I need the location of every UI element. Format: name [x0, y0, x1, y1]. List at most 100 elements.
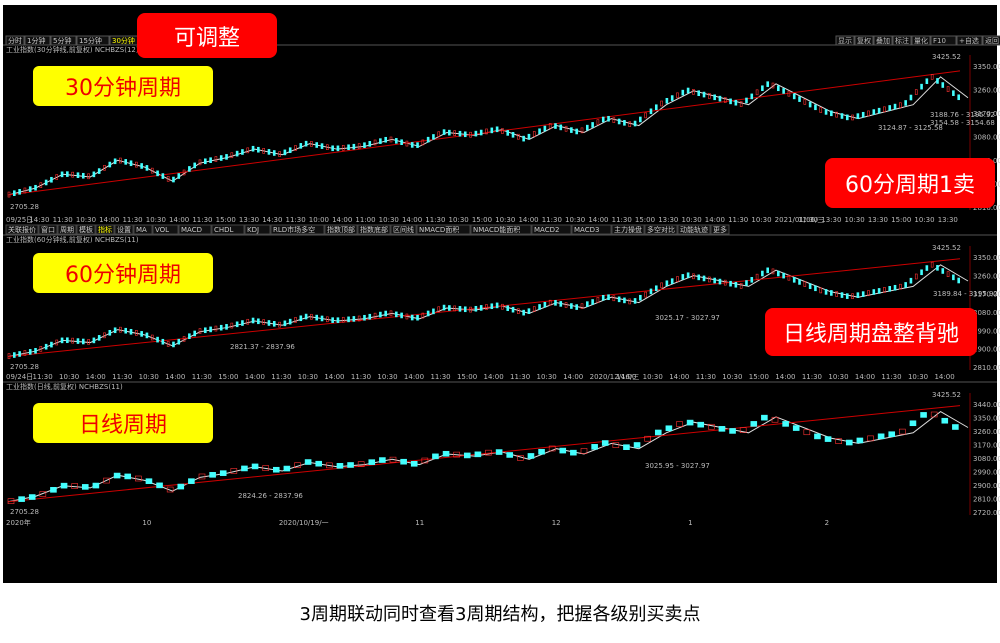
indicator-tab[interactable]: [611, 224, 645, 235]
indicator-tab[interactable]: [211, 224, 245, 235]
indicator-text[interactable]: MACD: [181, 226, 202, 234]
indicator-tab[interactable]: [95, 224, 115, 235]
indicator-tab[interactable]: [178, 224, 212, 235]
candle: [649, 288, 653, 295]
toolbar-text[interactable]: 返回: [985, 37, 999, 45]
candle: [416, 314, 419, 321]
candle: [140, 331, 143, 337]
indicator-text[interactable]: 更多: [713, 225, 727, 234]
candle: [135, 330, 138, 336]
period-text[interactable]: 30分钟: [112, 36, 135, 45]
candle: [347, 144, 350, 151]
indicator-tab[interactable]: [38, 224, 58, 235]
candle: [373, 312, 377, 319]
indicator-text[interactable]: VOL: [155, 226, 169, 234]
candle: [474, 305, 478, 312]
toolbar-text[interactable]: 标注: [895, 36, 909, 45]
indicator-tab[interactable]: [324, 224, 358, 235]
time-label: 11:30: [802, 373, 822, 381]
candle: [798, 96, 801, 102]
indicator-tab[interactable]: [133, 224, 153, 235]
candle: [750, 421, 758, 427]
indicator-text[interactable]: 关联报价: [8, 225, 36, 234]
channel-line: [7, 405, 961, 503]
candle: [182, 169, 186, 176]
candle: [145, 332, 149, 339]
indicator-text[interactable]: NMACD能面积: [473, 225, 520, 234]
indicator-tab[interactable]: [677, 224, 711, 235]
indicator-tab[interactable]: [531, 224, 572, 235]
candle: [463, 306, 467, 313]
indicator-tab[interactable]: [644, 224, 678, 235]
candle: [150, 167, 154, 174]
indicator-text[interactable]: 动能轨迹: [680, 225, 708, 234]
indicator-text[interactable]: MACD2: [534, 226, 559, 234]
indicator-text[interactable]: 区间线: [393, 225, 414, 234]
candle: [119, 326, 122, 333]
candle: [156, 482, 163, 489]
indicator-tab[interactable]: [152, 224, 179, 235]
candle: [506, 305, 510, 312]
candle: [113, 327, 117, 334]
indicator-text[interactable]: RLD市场多空: [273, 225, 315, 234]
time-label: 10:30: [377, 373, 397, 381]
indicator-tab[interactable]: [571, 224, 612, 235]
time-label: 13:30: [239, 216, 259, 224]
indicator-text[interactable]: 窗口: [41, 225, 55, 234]
toolbar-text[interactable]: 复权: [857, 36, 871, 45]
indicator-tab[interactable]: [5, 224, 39, 235]
candle: [612, 295, 616, 302]
indicator-tab[interactable]: [416, 224, 471, 235]
candle: [527, 308, 531, 314]
period-text[interactable]: 1分钟: [27, 36, 45, 45]
indicator-text[interactable]: KDJ: [247, 226, 259, 234]
indicator-tab[interactable]: [114, 224, 134, 235]
toolbar-text[interactable]: F10: [933, 37, 946, 45]
candle: [777, 85, 780, 92]
candle: [580, 303, 584, 310]
period-text[interactable]: 5分钟: [53, 36, 71, 45]
period-text[interactable]: 分时: [8, 36, 22, 45]
indicator-tab[interactable]: [244, 224, 271, 235]
indicator-tab[interactable]: [390, 224, 417, 235]
candle: [761, 414, 768, 421]
candle: [198, 159, 202, 166]
indicator-tab[interactable]: [57, 224, 77, 235]
indicator-text[interactable]: 周期: [60, 226, 74, 234]
candle: [591, 444, 598, 450]
period-text[interactable]: 15分钟: [79, 36, 102, 45]
candle: [60, 337, 64, 344]
indicator-text[interactable]: NMACD面积: [419, 225, 459, 234]
indicator-text[interactable]: MACD3: [574, 226, 599, 234]
toolbar-text[interactable]: +自选: [959, 36, 979, 45]
indicator-tab[interactable]: [710, 224, 730, 235]
indicator-text[interactable]: 指数底部: [360, 225, 388, 234]
candle: [108, 329, 112, 336]
indicator-text[interactable]: 模板: [79, 225, 93, 234]
indicator-text[interactable]: 主力操盘: [614, 225, 642, 234]
toolbar-text[interactable]: 叠加: [876, 36, 890, 45]
candle: [87, 173, 90, 180]
indicator-tab[interactable]: [76, 224, 96, 235]
indicator-text[interactable]: 指数顶部: [327, 225, 355, 234]
candle: [570, 449, 577, 456]
candle: [288, 318, 292, 325]
indicator-text[interactable]: MA: [136, 226, 147, 234]
indicator-text[interactable]: 设置: [117, 225, 131, 234]
low-label: 2705.28: [10, 508, 39, 516]
candle: [103, 332, 106, 339]
indicator-text[interactable]: 指标: [98, 225, 112, 234]
candle: [654, 104, 658, 111]
indicator-tab[interactable]: [357, 224, 391, 235]
indicator-tab[interactable]: [470, 224, 532, 235]
candle: [28, 494, 36, 500]
indicator-text[interactable]: 多空对比: [647, 225, 675, 234]
time-label: 11:30: [430, 373, 450, 381]
candle: [803, 281, 807, 287]
toolbar-text[interactable]: 量化: [914, 36, 928, 45]
indicator-text[interactable]: CHDL: [214, 226, 234, 234]
candle: [34, 184, 37, 191]
candle: [156, 336, 159, 343]
indicator-tab[interactable]: [270, 224, 325, 235]
toolbar-text[interactable]: 显示: [838, 37, 852, 45]
